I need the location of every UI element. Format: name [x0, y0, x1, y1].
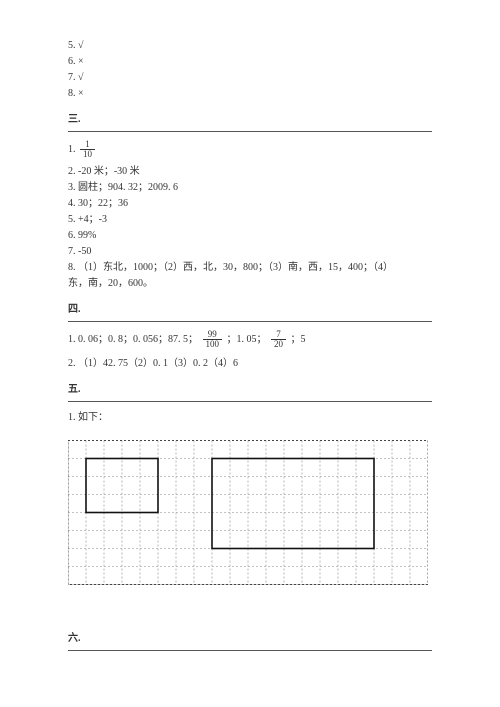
s4-q1: 1. 0. 06；0. 8；0. 056；87. 5； 99 100 ；1. 0… [68, 330, 432, 350]
s3-line: 4. 30；22；36 [68, 196, 432, 212]
section-6-rule [68, 650, 432, 651]
tf-item: 5. √ [68, 38, 432, 54]
tf-mark: × [78, 56, 84, 67]
frac-num: 1 [80, 140, 95, 149]
s3-q1-prefix: 1. [68, 144, 78, 155]
tf-mark: √ [78, 72, 84, 83]
tf-mark: × [78, 88, 84, 99]
s3-line: 东，南，20，600。 [68, 276, 432, 292]
frac-num: 99 [203, 330, 223, 339]
s3-q1-frac: 1 10 [80, 140, 95, 160]
section-5-rule [68, 401, 432, 402]
s3-line: 2. -20 米；-30 米 [68, 164, 432, 180]
s3-line: 5. +4；-3 [68, 212, 432, 228]
s5-q1: 1. 如下： [68, 410, 432, 426]
grid-figure [68, 440, 432, 585]
section-5-heading: 五. [68, 380, 432, 395]
tf-item: 6. × [68, 54, 432, 70]
s4-q1-frac1: 99 100 [203, 330, 223, 350]
tf-num: 7. [68, 72, 76, 83]
s4-q2: 2. （1）42. 75（2）0. 1（3）0. 2（4）6 [68, 356, 432, 372]
section-3-rule [68, 131, 432, 132]
section-6-heading: 六. [68, 629, 432, 644]
frac-den: 10 [80, 149, 95, 159]
tf-item: 8. × [68, 86, 432, 102]
s3-line: 8. （1）东北，1000；（2）西，北，30，800；（3）南，西，15，40… [68, 260, 432, 276]
section-4-heading: 四. [68, 300, 432, 315]
s3-line: 7. -50 [68, 244, 432, 260]
s4-q1-frac2: 7 20 [271, 330, 286, 350]
s3-line: 6. 99% [68, 228, 432, 244]
section-3-heading: 三. [68, 110, 432, 125]
frac-den: 20 [271, 339, 286, 349]
tf-item: 7. √ [68, 70, 432, 86]
tf-num: 6. [68, 56, 76, 67]
frac-num: 7 [271, 330, 286, 339]
s4-q1-b: ；1. 05； [227, 334, 267, 345]
frac-den: 100 [203, 339, 223, 349]
s4-q1-c: ；5 [291, 334, 306, 345]
section-4-rule [68, 321, 432, 322]
s4-q1-a: 1. 0. 06；0. 8；0. 056；87. 5； [68, 334, 198, 345]
tf-num: 8. [68, 88, 76, 99]
s3-q1: 1. 1 10 [68, 140, 432, 160]
tf-num: 5. [68, 40, 76, 51]
tf-mark: √ [78, 40, 84, 51]
s3-line: 3. 圆柱；904. 32；2009. 6 [68, 180, 432, 196]
grid-svg [68, 440, 428, 585]
